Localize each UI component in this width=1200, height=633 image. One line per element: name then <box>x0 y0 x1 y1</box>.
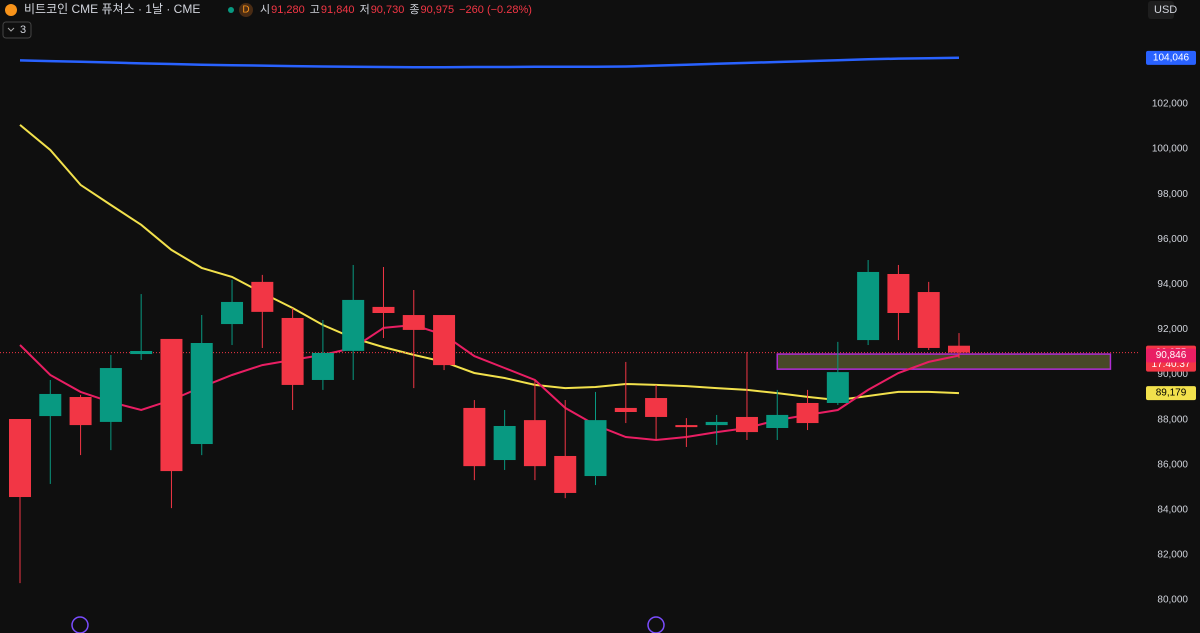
candle-body <box>523 420 546 467</box>
candle-body <box>342 299 365 351</box>
candle-body <box>614 407 637 413</box>
candle-body <box>735 416 758 433</box>
candle-body <box>221 301 244 325</box>
ohlc-value: 91,840 <box>321 4 355 16</box>
indicator-toggle[interactable] <box>2 21 32 39</box>
y-tick-label: 92,000 <box>1157 324 1188 335</box>
candle-body <box>372 306 395 314</box>
currency: USD <box>1154 4 1177 16</box>
ohlc-value: 90,975 <box>420 4 454 16</box>
candle-body <box>857 271 880 341</box>
candle-body <box>887 273 910 314</box>
y-tick-label: 82,000 <box>1157 550 1188 561</box>
countdown: 17:40:37 <box>1152 359 1191 370</box>
candle-body <box>39 393 62 417</box>
indicator-count: 3 <box>20 24 26 36</box>
candle-body <box>463 407 486 467</box>
candle-body <box>251 281 274 312</box>
candle-body <box>826 372 849 403</box>
y-tick-label: 98,000 <box>1157 189 1188 200</box>
candle-body <box>766 414 789 429</box>
candle-body <box>130 351 153 355</box>
candle-body <box>311 352 334 380</box>
candle-body <box>705 421 728 426</box>
candle-body <box>190 342 213 445</box>
candle-body <box>917 292 940 348</box>
ohlc-name: 저 <box>360 3 370 16</box>
y-tick-label: 84,000 <box>1157 505 1188 516</box>
candle-body <box>281 317 304 385</box>
chart-title: 비트코인 CME 퓨쳐스 · 1날 · CME <box>24 2 200 16</box>
y-tick-label: 88,000 <box>1157 414 1188 425</box>
candle-body <box>554 455 577 493</box>
candle-body <box>433 315 456 366</box>
candle-body <box>584 420 607 477</box>
price-label-box <box>1146 50 1196 65</box>
event-icon[interactable] <box>647 616 665 633</box>
y-tick-label: 102,000 <box>1152 99 1189 110</box>
candle-body <box>796 402 819 424</box>
price-label-box <box>1146 386 1196 401</box>
price-label-box <box>1146 348 1196 363</box>
price-label: 90,846 <box>1156 350 1187 361</box>
y-tick-label: 80,000 <box>1157 595 1188 606</box>
ohlc-name: 종 <box>409 4 419 16</box>
y-tick-label: 90,000 <box>1157 369 1188 380</box>
y-tick-label: 100,000 <box>1152 144 1189 155</box>
price-label: 104,046 <box>1153 52 1190 63</box>
ohlc-value: 91,280 <box>271 4 305 16</box>
chevron <box>7 27 15 32</box>
event-icon[interactable] <box>71 616 89 633</box>
y-tick-label: 86,000 <box>1157 459 1188 470</box>
ohlc-name: 시 <box>260 4 270 16</box>
candle-body <box>675 425 698 428</box>
candle-body <box>645 398 668 417</box>
candle-body <box>9 418 31 498</box>
candle-body <box>402 315 425 330</box>
ohlc-name: 고 <box>310 4 320 16</box>
y-tick-label: 96,000 <box>1157 234 1188 245</box>
candle-body <box>947 345 970 353</box>
ma-line <box>19 124 960 402</box>
candle-body <box>493 425 516 461</box>
candle-body <box>160 338 183 472</box>
coin-icon <box>5 4 17 16</box>
candle-body <box>69 397 92 426</box>
y-tick-label: 94,000 <box>1157 279 1188 290</box>
interval-badge: D <box>242 5 249 16</box>
zone <box>776 353 1112 370</box>
candle-body <box>99 368 122 422</box>
price-label: 89,179 <box>1156 388 1187 399</box>
status-dot <box>228 7 234 13</box>
change: −260 (−0.28%) <box>459 4 532 16</box>
ma-line <box>19 56 960 69</box>
currency-box[interactable] <box>1148 1 1174 19</box>
badge-bg <box>239 3 253 17</box>
ohlc-value: 90,730 <box>371 4 405 16</box>
